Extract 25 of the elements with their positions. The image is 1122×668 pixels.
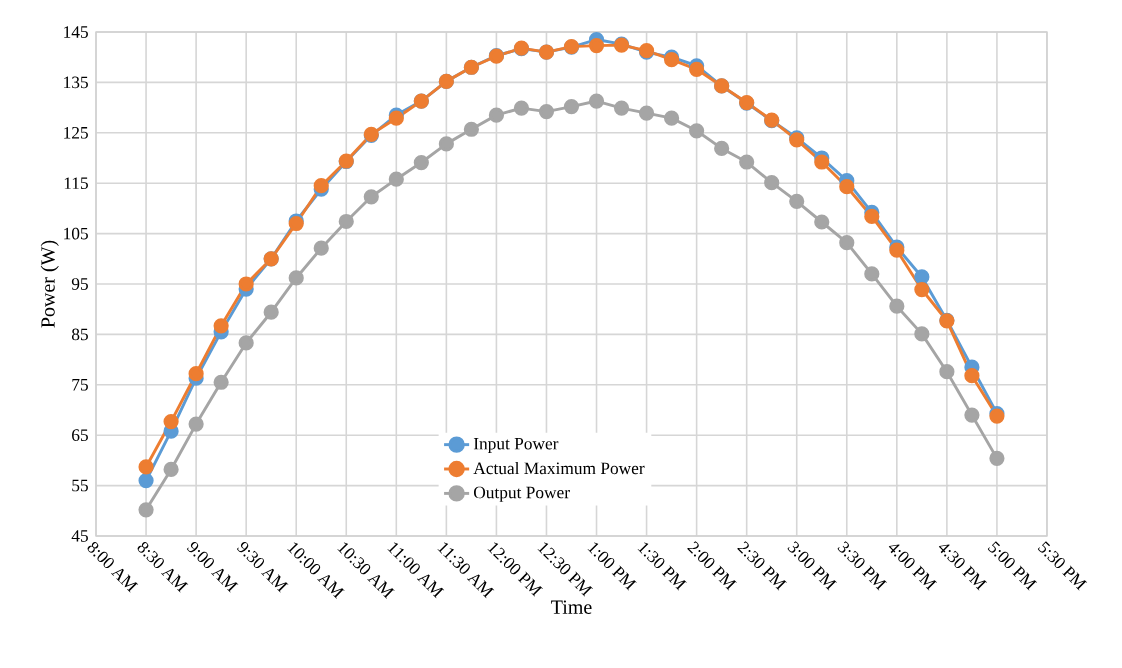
y-tick-label: 65 xyxy=(72,429,88,442)
x-axis-title: Time xyxy=(551,600,592,614)
y-tick-label: 45 xyxy=(71,530,88,542)
x-tick-label: 5:00 PM xyxy=(987,541,1038,591)
y-tick-label: 145 xyxy=(64,26,88,38)
legend-label: Actual Maximum Power xyxy=(473,461,645,475)
y-tick-label: 55 xyxy=(72,479,88,492)
legend-label: Input Power xyxy=(473,437,559,453)
y-tick-label: 115 xyxy=(64,177,88,189)
x-tick-label: 2:00 PM xyxy=(687,541,737,591)
legend-label: Output Power xyxy=(473,486,570,502)
x-tick-label: 4:00 PM xyxy=(888,544,938,591)
y-tick-label: 135 xyxy=(64,76,88,89)
y-tick-label: 75 xyxy=(72,379,88,391)
y-tick-label: 95 xyxy=(71,278,88,290)
x-tick-label: 3:30 PM xyxy=(837,541,887,591)
y-tick-label: 125 xyxy=(64,126,88,139)
y-axis-title: Power (W) xyxy=(40,240,59,328)
y-tick-label: 105 xyxy=(64,227,88,240)
x-tick-label: 1:30 PM xyxy=(637,542,687,591)
x-tick-label: 2:30 PM xyxy=(737,541,787,591)
x-tick-label: 3:00 PM xyxy=(787,541,837,591)
x-tick-label: 4:30 PM xyxy=(938,544,988,591)
y-tick-label: 85 xyxy=(71,328,88,341)
x-tick-label: 5:30 PM xyxy=(1037,541,1088,591)
